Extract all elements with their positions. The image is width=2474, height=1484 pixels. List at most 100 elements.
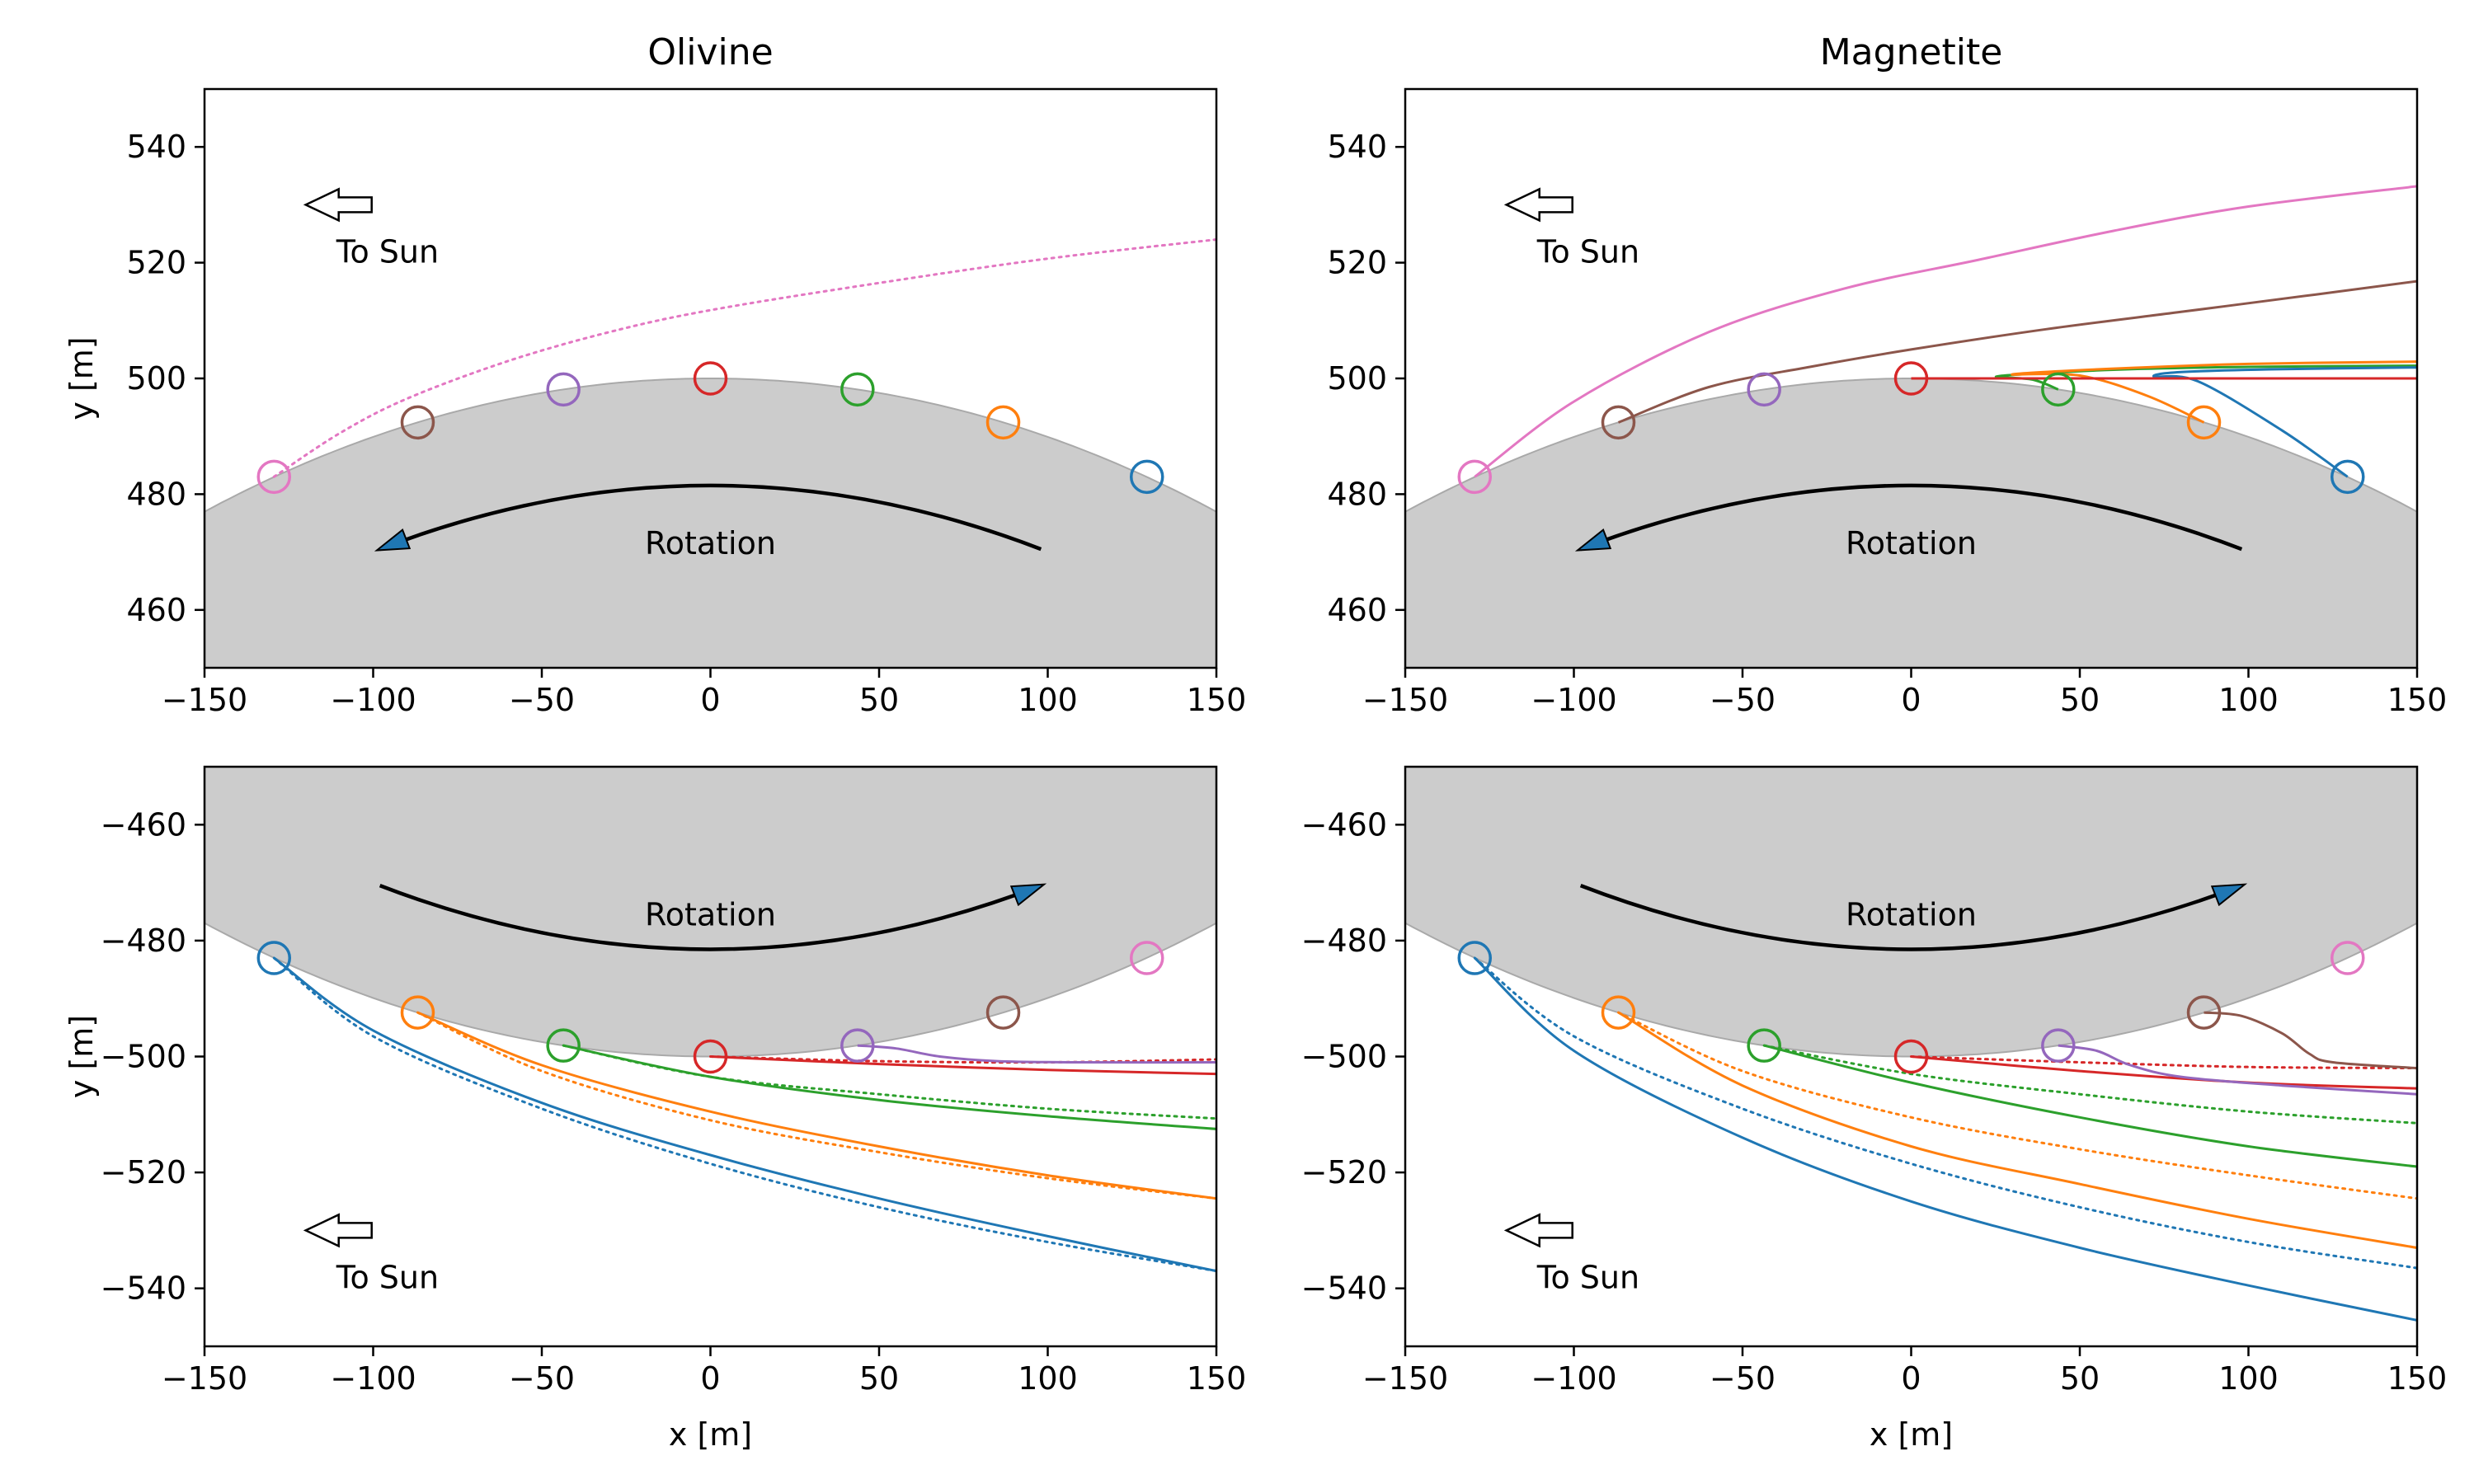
purple-start-marker (546, 372, 581, 407)
to-sun-label: To Sun (336, 1259, 439, 1295)
pink-start-marker (2330, 941, 2365, 975)
rotation-arrow (1579, 884, 2243, 951)
rotation-arrow-head (2210, 883, 2248, 907)
purple-start-marker (840, 1028, 875, 1063)
orange-solid-trajectory (1617, 1011, 2417, 1249)
purple-solid-trajectory (857, 1044, 1216, 1064)
purple-start-marker (1747, 372, 1781, 407)
x-tick-label: 0 (700, 1360, 720, 1397)
green-dotted-trajectory (562, 1044, 1216, 1120)
x-axis-label-left: x [m] (669, 1416, 752, 1453)
x-tick-label: 50 (859, 682, 899, 718)
x-tick-label: −100 (330, 1360, 416, 1397)
purple-start-marker (2041, 1028, 2076, 1063)
y-tick-label: −500 (1301, 1039, 1387, 1075)
orange-dotted-trajectory (416, 1011, 1216, 1200)
pink-solid-trajectory (1474, 185, 2417, 478)
rotation-arrow (379, 483, 1042, 552)
x-tick-label: 50 (2060, 682, 2100, 718)
orange-start-marker (1601, 995, 1636, 1030)
x-tick-label: −150 (1362, 682, 1448, 718)
panel-title-magnetite: Magnetite (1820, 31, 2003, 73)
rotation-arrow (379, 884, 1042, 951)
green-start-marker (840, 372, 875, 407)
x-tick-label: 100 (2218, 682, 2279, 718)
orange-start-marker (2186, 405, 2222, 440)
brown-start-marker (2186, 995, 2222, 1030)
red-solid-trajectory (1911, 1055, 2417, 1090)
rotation-arrow-head (1009, 883, 1047, 907)
orange-solid-trajectory (2011, 360, 2417, 424)
y-tick-label: −460 (101, 806, 186, 843)
y-tick-label: −480 (1301, 923, 1387, 959)
sun-direction-arrow (1503, 187, 1573, 223)
x-tick-label: −50 (1710, 1360, 1776, 1397)
x-tick-label: 50 (859, 1360, 899, 1397)
x-tick-label: 150 (2387, 682, 2448, 718)
red-dotted-trajectory (709, 1055, 1216, 1064)
y-tick-label: 480 (1327, 476, 1387, 512)
y-tick-label: −460 (1301, 806, 1387, 843)
olivine-top-panel: Rotation To Sun −150 −100 −50 0 50 100 150 460 480… (126, 87, 1247, 718)
blue-dotted-trajectory (272, 956, 1216, 1273)
x-tick-label: −50 (509, 682, 575, 718)
x-tick-label: 150 (1187, 1360, 1247, 1397)
rotation-label: Rotation (1846, 525, 1977, 561)
brown-start-marker (1601, 405, 1636, 440)
y-tick-label: 460 (1327, 592, 1387, 628)
y-tick-label: 540 (1327, 129, 1387, 165)
blue-start-marker (1457, 941, 1493, 975)
pink-dotted-trajectory (272, 238, 1216, 478)
blue-start-marker (256, 941, 292, 975)
rotation-arrow-head (1574, 528, 1612, 552)
green-solid-trajectory (1763, 1044, 2417, 1168)
x-tick-label: 150 (1187, 682, 1247, 718)
x-tick-label: 100 (1018, 682, 1078, 718)
to-sun-label: To Sun (336, 233, 439, 270)
y-tick-label: −520 (101, 1154, 186, 1190)
orange-solid-trajectory (416, 1011, 1216, 1200)
y-tick-label: 460 (126, 592, 186, 628)
red-start-marker (693, 361, 728, 396)
pink-start-marker (1129, 941, 1164, 975)
x-tick-label: 50 (2060, 1360, 2100, 1397)
blue-dotted-trajectory (1473, 956, 2417, 1270)
x-tick-label: −50 (509, 1360, 575, 1397)
y-tick-label: −540 (101, 1270, 186, 1307)
x-axis-label-right: x [m] (1870, 1416, 1953, 1453)
y-tick-label: −540 (1301, 1270, 1387, 1307)
brown-start-marker (985, 995, 1021, 1030)
brown-start-marker (400, 405, 435, 440)
x-tick-label: −100 (330, 682, 416, 718)
x-tick-label: 0 (700, 682, 720, 718)
x-tick-label: −50 (1710, 682, 1776, 718)
red-start-marker (693, 1039, 728, 1074)
y-tick-label: 540 (126, 129, 186, 165)
y-tick-label: 480 (126, 476, 186, 512)
to-sun-label: To Sun (1536, 1259, 1639, 1295)
sun-direction-arrow (303, 1213, 373, 1248)
x-tick-label: −150 (162, 682, 247, 718)
red-start-marker (1893, 361, 1929, 396)
x-tick-label: 100 (2218, 1360, 2279, 1397)
rotation-label: Rotation (645, 525, 776, 561)
asteroid-body (1405, 767, 2417, 1057)
y-tick-label: −480 (101, 923, 186, 959)
blue-solid-trajectory (2152, 366, 2417, 478)
y-tick-label: 520 (126, 245, 186, 281)
green-start-marker (546, 1028, 581, 1063)
x-tick-label: −100 (1531, 682, 1616, 718)
asteroid-body (205, 767, 1216, 1057)
brown-solid-trajectory (1617, 279, 2417, 424)
x-tick-label: −100 (1531, 1360, 1616, 1397)
asteroid-body (1405, 378, 2417, 668)
rotation-label: Rotation (1846, 896, 1977, 932)
y-axis-label-bottom: y [m] (63, 1015, 100, 1098)
magnetite-top-panel: Rotation To Sun −150 −100 −50 0 50 100 150 460 480… (1327, 87, 2448, 718)
asteroid-surface (205, 378, 1216, 513)
x-tick-label: 0 (1901, 682, 1921, 718)
